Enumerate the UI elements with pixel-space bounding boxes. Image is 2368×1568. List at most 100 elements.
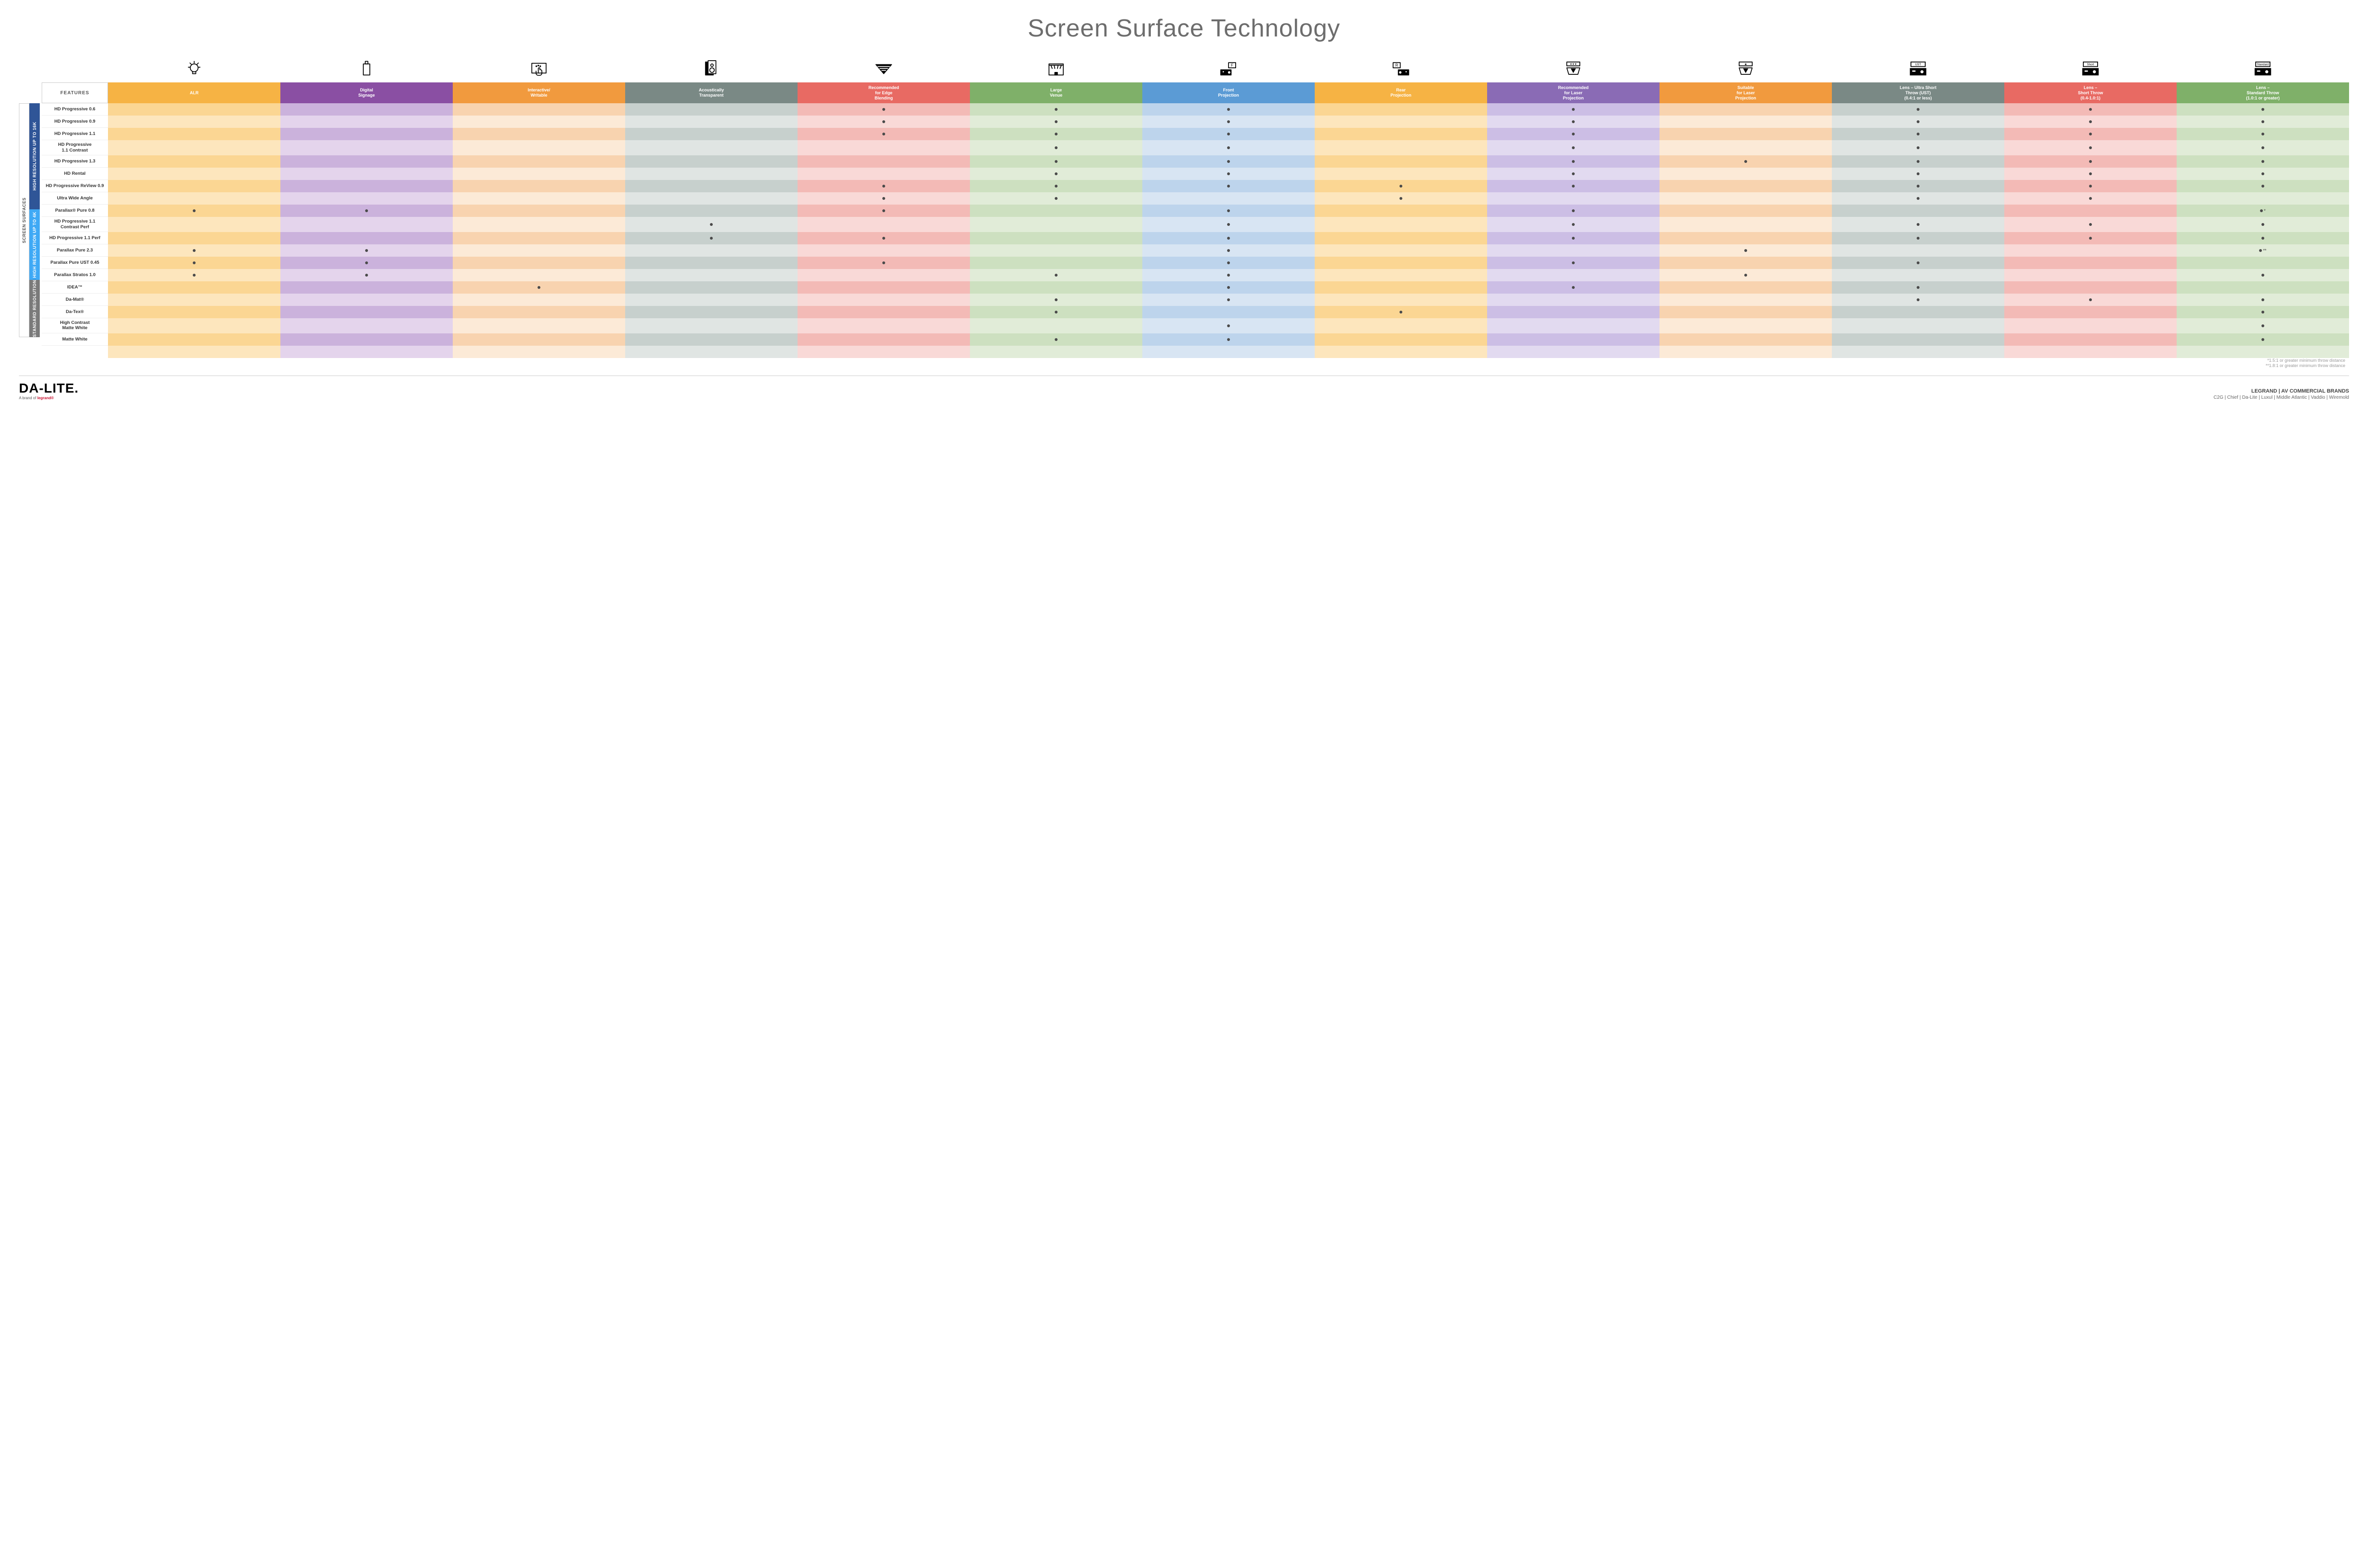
table-cell <box>1142 244 1315 257</box>
table-row: HD Progressive 0.9 <box>42 116 2349 128</box>
spacer-cell <box>453 346 625 358</box>
table-cell <box>1659 103 1832 116</box>
table-cell <box>1659 232 1832 244</box>
table-cell <box>2004 168 2177 180</box>
table-cell <box>2177 168 2349 180</box>
table-cell <box>1487 306 1659 318</box>
table-cell <box>453 180 625 192</box>
table-cell <box>1487 318 1659 333</box>
blend-icon <box>798 56 970 82</box>
table-cell <box>970 192 1142 205</box>
table-cell <box>453 333 625 346</box>
svg-text:Standard: Standard <box>2257 63 2269 66</box>
table-cell <box>970 257 1142 269</box>
table-cell <box>798 116 970 128</box>
column-header: LargeVenue <box>970 82 1142 103</box>
column-header: Suitablefor LaserProjection <box>1659 82 1832 103</box>
table-cell <box>970 306 1142 318</box>
table-cell <box>1315 155 1487 168</box>
table-cell <box>798 333 970 346</box>
table-cell <box>1487 257 1659 269</box>
table-cell <box>2177 217 2349 232</box>
table-cell <box>1315 217 1487 232</box>
table-cell <box>970 180 1142 192</box>
table-row: HD Rental <box>42 168 2349 180</box>
table-cell <box>970 116 1142 128</box>
chart: SCREEN SURFACESHIGH RESOLUTION UP TO 16K… <box>19 56 2349 369</box>
table-cell <box>2004 217 2177 232</box>
table-cell <box>2004 318 2177 333</box>
table-cell <box>2177 103 2349 116</box>
table-cell <box>280 294 453 306</box>
table-cell <box>108 281 280 294</box>
column-header: Lens –Standard Throw(1.0:1 or greater) <box>2177 82 2349 103</box>
column-header: Recommendedfor EdgeBlending <box>798 82 970 103</box>
table-cell <box>2177 281 2349 294</box>
table-cell <box>798 168 970 180</box>
row-label: HD Progressive 1.3 <box>42 155 108 168</box>
table-cell <box>1832 318 2004 333</box>
table-cell <box>1487 333 1659 346</box>
table-cell <box>1487 116 1659 128</box>
table-cell <box>1142 318 1315 333</box>
table-cell <box>2004 116 2177 128</box>
ust-projector-icon: UST <box>1832 56 2004 82</box>
table-cell <box>108 333 280 346</box>
table-cell <box>108 306 280 318</box>
table-cell <box>108 205 280 217</box>
spacer-cell <box>1315 346 1487 358</box>
table-cell <box>453 318 625 333</box>
table-cell <box>1142 192 1315 205</box>
table-cell <box>280 244 453 257</box>
table-cell <box>2177 116 2349 128</box>
spacer-cell <box>2004 346 2177 358</box>
table-cell <box>625 257 798 269</box>
table-cell <box>280 269 453 281</box>
table-cell <box>625 103 798 116</box>
table-cell <box>625 306 798 318</box>
venue-icon <box>970 56 1142 82</box>
table-cell <box>970 168 1142 180</box>
column-header: AcousticallyTransparent <box>625 82 798 103</box>
speaker-icon <box>625 56 798 82</box>
table-cell <box>1659 168 1832 180</box>
table-cell <box>1659 155 1832 168</box>
table-cell <box>1832 294 2004 306</box>
table-cell <box>2177 269 2349 281</box>
table-cell <box>453 168 625 180</box>
table-cell <box>625 128 798 140</box>
table-cell <box>1659 333 1832 346</box>
table-cell <box>453 281 625 294</box>
column-header: Lens – Ultra ShortThrow (UST)(0.4:1 or l… <box>1832 82 2004 103</box>
table-cell <box>970 232 1142 244</box>
table-cell <box>1315 140 1487 155</box>
table-cell <box>1659 281 1832 294</box>
side-label-outer: SCREEN SURFACES <box>19 103 29 337</box>
footnotes: *1.5:1 or greater minimum throw distance… <box>42 358 2349 369</box>
table-cell <box>1487 168 1659 180</box>
brand-logo: DA-LITE. <box>19 381 79 396</box>
column-header: FrontProjection <box>1142 82 1315 103</box>
table-cell <box>1832 232 2004 244</box>
table-cell <box>1315 269 1487 281</box>
table-cell <box>1832 140 2004 155</box>
table-cell <box>1142 257 1315 269</box>
table-cell <box>2004 180 2177 192</box>
spacer-cell <box>798 346 970 358</box>
table-cell <box>2177 294 2349 306</box>
row-label: Matte White <box>42 333 108 346</box>
table-cell <box>1315 116 1487 128</box>
table-cell <box>1659 192 1832 205</box>
table-cell <box>1832 257 2004 269</box>
spacer-cell <box>1487 346 1659 358</box>
laser-3star-icon: ★★★ <box>1487 56 1659 82</box>
table-cell <box>1315 205 1487 217</box>
table-cell <box>1487 281 1659 294</box>
table-cell <box>1142 180 1315 192</box>
row-label: HD Progressive 0.6 <box>42 103 108 116</box>
logo-block: DA-LITE. A brand of legrand® <box>19 381 79 400</box>
row-label: IDEA™ <box>42 281 108 294</box>
row-label: HD Progressive ReView 0.9 <box>42 180 108 192</box>
table-cell <box>453 192 625 205</box>
table-cell <box>1142 232 1315 244</box>
